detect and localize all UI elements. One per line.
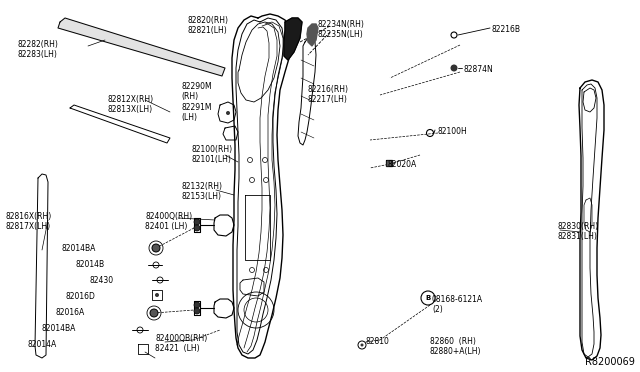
Text: 82216B: 82216B [492, 25, 521, 34]
Text: 82290M
(RH)
82291M
(LH): 82290M (RH) 82291M (LH) [181, 82, 212, 122]
Text: 82860  (RH)
82880+A(LH): 82860 (RH) 82880+A(LH) [430, 337, 481, 356]
Text: 82830(RH)
82831(LH): 82830(RH) 82831(LH) [558, 222, 599, 241]
Text: 82282(RH)
82283(LH): 82282(RH) 82283(LH) [18, 40, 59, 60]
Text: 08168-6121A
(2): 08168-6121A (2) [432, 295, 483, 314]
Text: 82100H: 82100H [437, 127, 467, 136]
Text: 82020A: 82020A [388, 160, 417, 169]
Circle shape [155, 293, 159, 297]
Polygon shape [307, 24, 318, 46]
Text: 82400QB(RH)
82421  (LH): 82400QB(RH) 82421 (LH) [155, 334, 207, 353]
Circle shape [194, 308, 200, 314]
Text: 82014B: 82014B [76, 260, 105, 269]
Text: 82812X(RH)
82813X(LH): 82812X(RH) 82813X(LH) [108, 95, 154, 115]
Text: 82874N: 82874N [464, 65, 493, 74]
Text: B: B [426, 295, 431, 301]
Text: 82014BA: 82014BA [62, 244, 97, 253]
Circle shape [194, 219, 200, 225]
Text: 82014BA: 82014BA [42, 324, 76, 333]
Circle shape [226, 111, 230, 115]
Polygon shape [386, 160, 392, 166]
Text: 82810: 82810 [366, 337, 390, 346]
Text: 82100(RH)
82101(LH): 82100(RH) 82101(LH) [192, 145, 233, 164]
Text: 82820(RH)
82821(LH): 82820(RH) 82821(LH) [187, 16, 228, 35]
Polygon shape [58, 18, 225, 76]
Text: R8200069: R8200069 [585, 357, 635, 367]
Circle shape [360, 343, 364, 346]
Text: 82014A: 82014A [28, 340, 57, 349]
Circle shape [150, 309, 158, 317]
Text: 82400Q(RH)
82401 (LH): 82400Q(RH) 82401 (LH) [145, 212, 192, 231]
Text: 82016A: 82016A [55, 308, 84, 317]
Circle shape [152, 244, 160, 252]
Text: 82132(RH)
82153(LH): 82132(RH) 82153(LH) [182, 182, 223, 201]
Circle shape [194, 225, 200, 231]
Text: 82216(RH)
82217(LH): 82216(RH) 82217(LH) [308, 85, 349, 105]
Polygon shape [284, 18, 302, 60]
Circle shape [451, 64, 458, 71]
Text: 82234N(RH)
82235N(LH): 82234N(RH) 82235N(LH) [318, 20, 365, 39]
Text: 82816X(RH)
82817X(LH): 82816X(RH) 82817X(LH) [5, 212, 51, 231]
Circle shape [194, 302, 200, 308]
Text: 82430: 82430 [90, 276, 114, 285]
Text: 82016D: 82016D [66, 292, 96, 301]
